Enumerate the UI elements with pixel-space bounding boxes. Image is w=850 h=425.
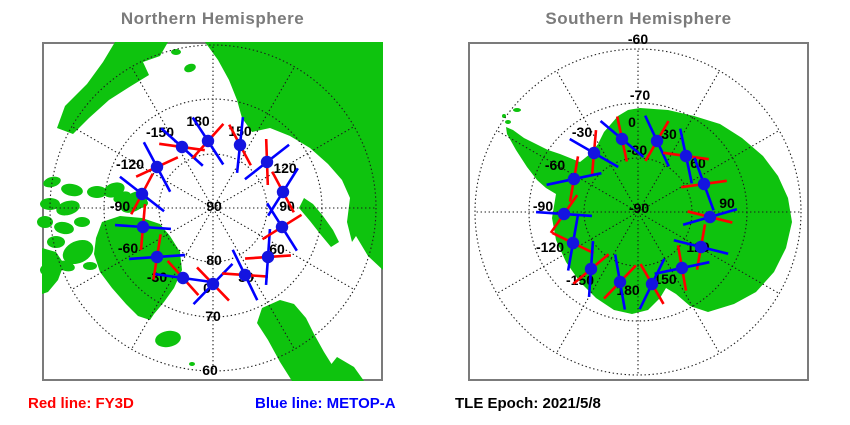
latitude-circle xyxy=(474,48,802,376)
longitude-label: -30 xyxy=(572,124,592,140)
latitude-circle xyxy=(49,44,377,372)
satellite-position-dot xyxy=(584,262,598,276)
longitude-label: 150 xyxy=(653,271,677,287)
satellite-position-dot xyxy=(238,268,252,282)
legend-blue-line-label: Blue line: METOP-A xyxy=(255,395,396,412)
satellite-position-dot xyxy=(675,261,689,275)
longitude-label: -150 xyxy=(566,272,594,288)
north-map-canvas: 180-150150-120120-9090-6060-303009080706… xyxy=(37,42,383,381)
longitude-label: -150 xyxy=(146,124,174,140)
longitude-label: -120 xyxy=(116,156,144,172)
island xyxy=(155,330,181,348)
latitude-label: -60 xyxy=(628,31,648,47)
longitude-label: 0 xyxy=(628,114,636,130)
legend-tle-epoch-label: TLE Epoch: 2021/5/8 xyxy=(455,395,601,412)
longitude-label: -90 xyxy=(110,198,130,214)
longitude-label: -120 xyxy=(536,239,564,255)
south-hemisphere-map: 030-3060-6090-90120-120150-150180-90-80-… xyxy=(468,31,809,381)
island xyxy=(40,264,56,276)
longitude-label: 90 xyxy=(719,195,735,211)
satellite-position-dot xyxy=(275,220,289,234)
landmass xyxy=(94,216,182,320)
satellite-position-dot xyxy=(615,132,629,146)
satellite-position-dot xyxy=(650,134,664,148)
longitude-label: -60 xyxy=(545,157,565,173)
satellite-position-dot xyxy=(175,140,189,154)
latitude-label: 70 xyxy=(205,308,221,324)
island xyxy=(87,186,107,198)
satellite-position-dot xyxy=(697,177,711,191)
longitude-label: -30 xyxy=(147,269,167,285)
satellite-position-dot xyxy=(206,277,220,291)
island xyxy=(189,362,195,366)
latitude-label: 90 xyxy=(206,198,222,214)
island xyxy=(43,176,61,188)
satellite-position-dot xyxy=(567,172,581,186)
satellite-position-dot xyxy=(679,149,693,163)
satellite-position-dot xyxy=(703,210,717,224)
landmass xyxy=(205,42,383,270)
latitude-label: -70 xyxy=(630,87,650,103)
satellite-position-dot xyxy=(260,155,274,169)
satellite-position-dot xyxy=(136,220,150,234)
longitude-label: 0 xyxy=(203,280,211,296)
island xyxy=(103,182,125,198)
island xyxy=(83,262,97,270)
island xyxy=(47,236,65,248)
island xyxy=(513,108,521,112)
south-map-title: Southern Hemisphere xyxy=(545,9,732,28)
longitude-label: 90 xyxy=(279,198,295,214)
latitude-label: 80 xyxy=(206,252,222,268)
legend-red-line-label: Red line: FY3D xyxy=(28,395,134,412)
satellite-position-dot xyxy=(233,138,247,152)
longitude-label: -60 xyxy=(118,240,138,256)
satellite-position-dot xyxy=(201,134,215,148)
satellite-position-dot xyxy=(276,185,290,199)
landmass xyxy=(299,198,339,247)
island xyxy=(61,183,83,197)
island xyxy=(62,239,94,265)
satellite-position-dot xyxy=(694,240,708,254)
south-map-canvas: 030-3060-6090-90120-120150-150180-90-80-… xyxy=(474,31,802,376)
satellite-position-dot xyxy=(613,275,627,289)
satellite-position-dot xyxy=(135,187,149,201)
longitude-label: 60 xyxy=(269,241,285,257)
satellite-position-dot xyxy=(150,250,164,264)
satellite-position-dot xyxy=(150,160,164,174)
island xyxy=(74,217,90,227)
legend: Red line: FY3D Blue line: METOP-A TLE Ep… xyxy=(0,395,850,417)
island xyxy=(505,120,511,124)
satellite-position-dot xyxy=(176,271,190,285)
island xyxy=(37,216,53,228)
longitude-label: 30 xyxy=(661,126,677,142)
island xyxy=(54,221,74,235)
satellite-position-dot xyxy=(557,207,571,221)
north-hemisphere-map: 180-150150-120120-9090-6060-303009080706… xyxy=(37,42,383,381)
island xyxy=(40,198,60,210)
satellite-position-dot xyxy=(587,146,601,160)
island xyxy=(184,63,196,73)
landmass xyxy=(257,300,342,381)
island xyxy=(171,49,181,55)
landmass xyxy=(318,357,364,381)
longitude-label: -90 xyxy=(533,198,553,214)
island xyxy=(57,260,75,272)
latitude-label: 60 xyxy=(202,362,218,378)
north-map-title: Northern Hemisphere xyxy=(120,9,305,28)
latitude-label: -90 xyxy=(629,200,649,216)
landmass xyxy=(57,42,168,134)
satellite-position-dot xyxy=(645,277,659,291)
longitude-label: 120 xyxy=(273,160,297,176)
satellite-position-dot xyxy=(566,236,580,250)
satellite-position-dot xyxy=(261,250,275,264)
landmass xyxy=(506,108,792,314)
longitude-label: 180 xyxy=(186,113,210,129)
